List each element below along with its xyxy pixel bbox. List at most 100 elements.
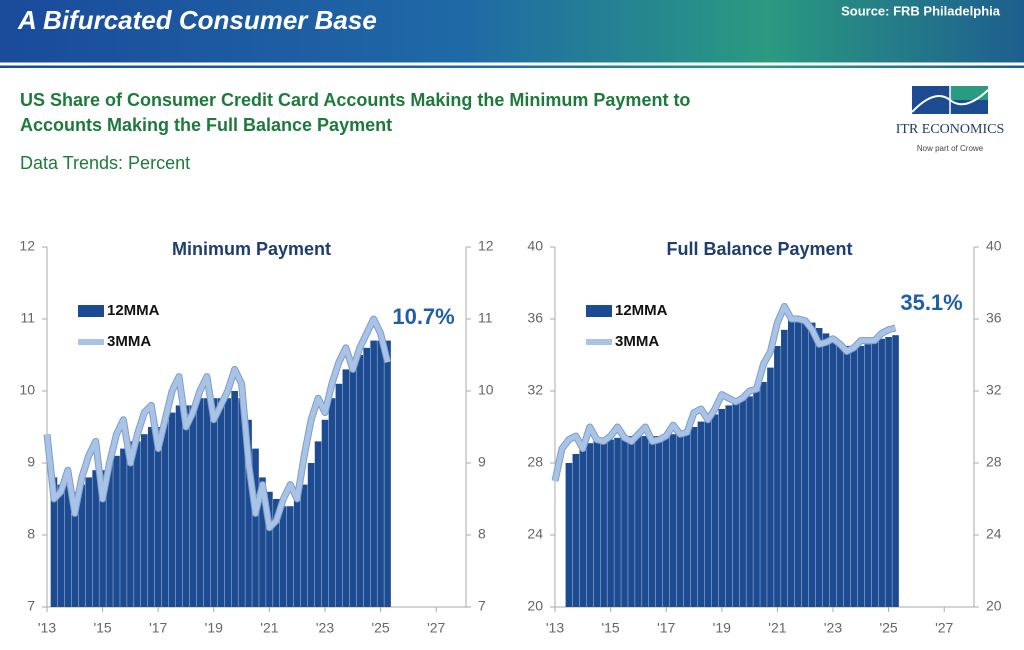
x-tick-label: '15 — [601, 620, 619, 636]
bar — [349, 362, 357, 607]
bar — [266, 491, 273, 607]
bar — [760, 382, 767, 607]
bar — [175, 405, 183, 607]
y-tick-label: 40 — [527, 238, 543, 254]
bar — [147, 427, 155, 607]
bar — [690, 427, 698, 607]
bar — [662, 434, 670, 607]
bar — [154, 427, 162, 607]
y-tick-label: 36 — [527, 310, 543, 326]
y2-tick-label: 7 — [478, 598, 486, 614]
bar — [697, 421, 705, 607]
bar — [648, 436, 656, 607]
header-band — [0, 0, 1024, 68]
annotation: 35.1% — [900, 290, 962, 315]
bar — [99, 470, 106, 607]
x-tick-label: '27 — [935, 620, 953, 636]
bar — [300, 484, 308, 607]
bar — [635, 436, 642, 607]
x-tick-label: '25 — [371, 620, 389, 636]
bar — [885, 337, 892, 607]
bar — [607, 439, 614, 607]
units: Data Trends: Percent — [20, 153, 190, 173]
y2-tick-label: 9 — [478, 454, 486, 470]
x-tick-label: '19 — [205, 620, 223, 636]
x-tick-label: '17 — [657, 620, 675, 636]
y-tick-label: 10 — [19, 382, 35, 398]
bar — [815, 328, 823, 607]
bar — [106, 463, 113, 607]
bar — [335, 383, 343, 607]
logo-tagline: Now part of Crowe — [917, 144, 984, 153]
x-tick-label: '23 — [316, 620, 334, 636]
bar — [64, 484, 72, 607]
x-tick-label: '19 — [713, 620, 731, 636]
bar — [321, 419, 329, 607]
x-tick-label: '17 — [149, 620, 167, 636]
bar — [739, 400, 746, 607]
y-tick-label: 11 — [20, 310, 35, 326]
bar — [732, 403, 740, 607]
x-tick-label: '23 — [824, 620, 842, 636]
x-tick-label: '21 — [260, 620, 278, 636]
logo: ITR ECONOMICS Now part of Crowe — [896, 86, 1004, 153]
y2-tick-label: 28 — [986, 454, 1002, 470]
logo-mark — [950, 86, 988, 100]
bar — [683, 432, 691, 607]
y-tick-label: 9 — [27, 454, 35, 470]
bar — [224, 398, 232, 607]
bar — [286, 506, 294, 607]
chart-title: Minimum Payment — [172, 239, 331, 259]
slide-title: A Bifurcated Consumer Base — [17, 5, 377, 35]
bar — [356, 355, 364, 607]
bar — [127, 441, 134, 607]
bar — [259, 477, 266, 607]
line — [552, 303, 897, 482]
bar — [878, 338, 885, 607]
bar — [850, 347, 858, 607]
bar — [78, 484, 86, 607]
line — [44, 316, 391, 531]
x-tick-label: '25 — [879, 620, 897, 636]
bar — [71, 491, 79, 607]
y2-tick-label: 11 — [478, 310, 493, 326]
bar — [328, 398, 336, 607]
y2-tick-label: 24 — [986, 526, 1002, 542]
bar — [871, 342, 879, 607]
y-tick-label: 24 — [527, 526, 543, 542]
legend-swatch — [78, 305, 104, 317]
bar — [794, 319, 802, 607]
bar — [579, 446, 587, 607]
bar — [572, 454, 580, 607]
y-tick-label: 28 — [527, 454, 543, 470]
y-tick-label: 32 — [527, 382, 543, 398]
bar — [92, 470, 99, 607]
bar — [189, 405, 197, 607]
bar — [822, 333, 830, 607]
bar — [621, 437, 628, 607]
bar — [704, 418, 712, 607]
bar — [203, 398, 211, 607]
y2-tick-label: 20 — [986, 598, 1002, 614]
bar — [614, 437, 621, 607]
bar — [307, 463, 315, 607]
legend-swatch — [586, 305, 612, 317]
bar — [134, 441, 141, 607]
bar — [642, 436, 649, 607]
bar — [787, 320, 795, 607]
bar — [843, 346, 851, 607]
subtitle: Accounts Making the Full Balance Payment — [20, 115, 392, 135]
x-tick-label: '27 — [427, 620, 445, 636]
y-tick-label: 20 — [527, 598, 543, 614]
legend-label: 12MMA — [107, 302, 160, 319]
legend-label: 3MMA — [107, 333, 151, 350]
bar — [836, 342, 844, 607]
bar — [857, 346, 865, 607]
bar — [279, 506, 287, 607]
chart-title: Full Balance Payment — [666, 239, 852, 259]
bar — [57, 484, 65, 607]
bar — [593, 441, 601, 607]
bar — [245, 419, 252, 607]
